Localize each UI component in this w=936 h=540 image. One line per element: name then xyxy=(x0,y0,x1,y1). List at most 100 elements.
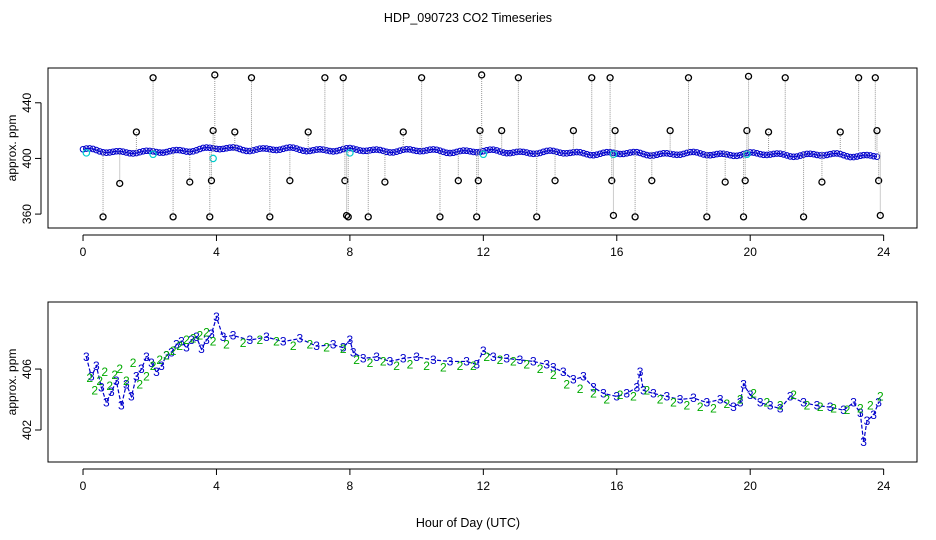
sensor-2-marker: 2 xyxy=(393,359,400,373)
outlier-point xyxy=(551,177,559,185)
averaged-point xyxy=(866,152,874,159)
averaged-point xyxy=(329,148,337,155)
sensor-2-marker: 2 xyxy=(91,383,98,397)
sensor-3-marker: 3 xyxy=(757,396,764,410)
averaged-point xyxy=(336,146,344,154)
averaged-point xyxy=(633,148,641,156)
averaged-point xyxy=(730,152,737,160)
averaged-point xyxy=(303,147,310,155)
averaged-point xyxy=(546,147,554,154)
outlier-point xyxy=(741,177,749,185)
averaged-point xyxy=(833,150,841,157)
sensor-2-marker: 2 xyxy=(523,357,530,371)
sensor-2-marker: 2 xyxy=(440,361,447,375)
averaged-point xyxy=(810,150,817,158)
averaged-point xyxy=(243,147,250,155)
bottom-x-tick-label: 16 xyxy=(610,479,624,493)
averaged-point xyxy=(116,147,124,155)
sensor-3-marker: 3 xyxy=(777,402,784,416)
averaged-point xyxy=(683,149,691,157)
averaged-point xyxy=(460,147,467,154)
outlier-point xyxy=(132,128,141,136)
averaged-point xyxy=(580,149,587,157)
sensor-2-marker: 2 xyxy=(867,399,874,413)
averaged-point xyxy=(716,150,724,157)
averaged-point xyxy=(179,147,187,155)
averaged-point xyxy=(726,151,734,159)
outlier-point xyxy=(169,213,177,221)
outlier-point xyxy=(99,213,107,221)
averaged-point xyxy=(826,150,834,158)
outlier-point xyxy=(836,128,844,136)
averaged-point xyxy=(840,151,847,159)
sensor-3-marker: 3 xyxy=(263,330,270,344)
outlier-point xyxy=(286,177,294,185)
cyan-point xyxy=(149,150,157,159)
averaged-point xyxy=(96,148,104,155)
sensor-3-marker: 3 xyxy=(787,389,794,403)
averaged-point xyxy=(786,153,794,160)
averaged-point xyxy=(363,147,370,155)
averaged-point xyxy=(693,149,701,156)
averaged-point xyxy=(736,151,744,159)
sensor-2-marker: 2 xyxy=(724,397,731,411)
averaged-point xyxy=(109,148,117,156)
averaged-point xyxy=(753,149,761,157)
sensor-3-marker: 3 xyxy=(737,396,744,410)
averaged-point xyxy=(696,150,704,157)
sensor-3-marker: 3 xyxy=(550,361,557,375)
averaged-point xyxy=(573,148,581,156)
averaged-point xyxy=(103,149,110,156)
outlier-point xyxy=(474,177,482,185)
top-x-tick-label: 0 xyxy=(80,245,87,259)
averaged-point xyxy=(263,145,270,152)
sensor-3-marker: 3 xyxy=(128,389,135,403)
bottom-y-axis-label: approx. ppm xyxy=(5,349,19,416)
averaged-point xyxy=(393,148,400,156)
outlier-point xyxy=(588,74,596,82)
averaged-point xyxy=(199,144,207,152)
averaged-point xyxy=(733,152,741,160)
averaged-point xyxy=(219,145,227,153)
averaged-point xyxy=(183,148,190,155)
sensor-3-marker: 3 xyxy=(800,396,807,410)
averaged-point xyxy=(203,144,210,151)
averaged-point xyxy=(463,147,470,155)
sensor-3-marker: 3 xyxy=(373,350,380,364)
sensor-2-marker: 2 xyxy=(630,389,637,403)
averaged-point xyxy=(470,148,477,156)
averaged-point xyxy=(296,146,304,154)
outlier-point xyxy=(473,213,481,221)
sensor-3-marker: 3 xyxy=(503,351,510,365)
sensor-3-marker: 3 xyxy=(313,339,320,353)
averaged-point xyxy=(490,146,497,153)
sensor-2-marker: 2 xyxy=(457,359,464,373)
sensor-2-marker: 2 xyxy=(123,374,130,388)
outlier-point xyxy=(781,74,789,82)
sensor-2-marker: 2 xyxy=(163,348,170,362)
sensor-3-marker: 3 xyxy=(193,330,200,344)
bottom-x-tick-label: 12 xyxy=(477,479,491,493)
averaged-point xyxy=(293,145,300,152)
sensor-3-marker: 3 xyxy=(857,406,864,420)
outlier-point xyxy=(874,177,883,185)
sensor-2-marker: 2 xyxy=(423,359,430,373)
averaged-point xyxy=(259,145,267,152)
sensor-3-marker: 3 xyxy=(530,354,537,368)
averaged-point xyxy=(516,148,524,155)
averaged-point xyxy=(686,148,694,156)
averaged-point xyxy=(316,146,324,153)
bottom-x-tick-label: 20 xyxy=(744,479,758,493)
averaged-point xyxy=(159,149,167,156)
averaged-point xyxy=(506,149,514,157)
averaged-point xyxy=(233,144,240,152)
averaged-point xyxy=(623,149,631,157)
sensor-3-marker: 3 xyxy=(543,357,550,371)
averaged-series-line xyxy=(82,146,878,158)
top-x-tick-label: 24 xyxy=(877,245,891,259)
averaged-point xyxy=(553,148,561,156)
averaged-point xyxy=(566,149,574,157)
averaged-point xyxy=(319,146,327,153)
outlier-point xyxy=(498,126,506,135)
